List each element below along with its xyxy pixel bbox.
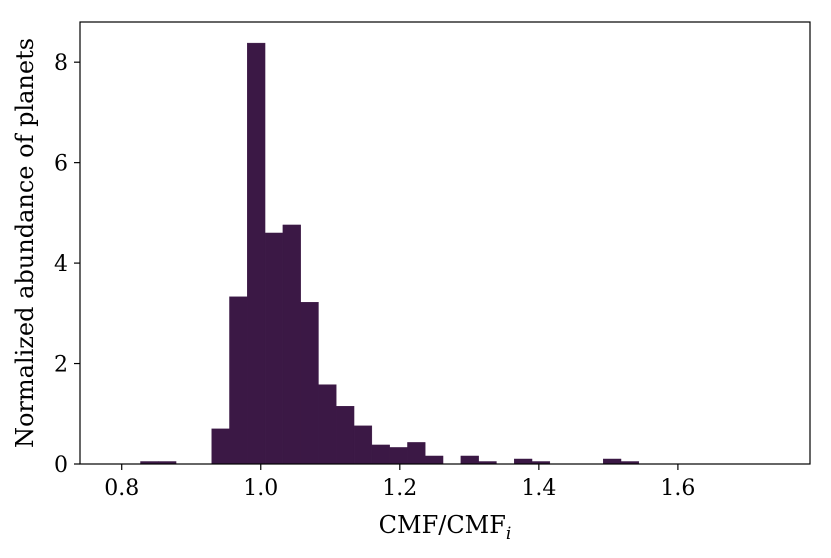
histogram-bar	[407, 442, 426, 465]
histogram-bar	[211, 428, 230, 465]
histogram-bar	[300, 302, 319, 465]
histogram-bar	[460, 455, 479, 465]
x-tick-label: 1.2	[382, 476, 417, 501]
x-tick-label: 0.8	[104, 476, 139, 501]
histogram-bar	[389, 447, 408, 465]
y-tick-label: 2	[54, 353, 68, 378]
histogram-bar	[318, 384, 337, 465]
histogram-bar	[371, 444, 390, 465]
y-tick-label: 0	[54, 453, 68, 478]
y-tick-label: 8	[54, 51, 68, 76]
y-tick-label: 6	[54, 152, 68, 177]
histogram-bar	[425, 455, 444, 465]
histogram-bar	[264, 232, 284, 465]
x-axis-label-subscript: i	[506, 524, 511, 544]
histogram-bar	[282, 224, 301, 465]
x-tick-label: 1.6	[660, 476, 695, 501]
y-axis-label: Normalized abundance of planets	[11, 38, 39, 448]
histogram-bar	[229, 296, 248, 465]
x-axis-ticks: 0.8 1.0 1.2 1.4 1.6	[104, 464, 695, 501]
histogram-bars	[140, 42, 640, 465]
y-tick-label: 4	[54, 252, 68, 277]
x-axis-label: CMF/CMFi	[379, 511, 512, 544]
x-tick-label: 1.0	[243, 476, 278, 501]
histogram-bar	[247, 42, 266, 465]
histogram-bar	[336, 406, 355, 465]
histogram-bar	[514, 458, 533, 465]
histogram-bar	[603, 458, 622, 465]
x-tick-label: 1.4	[521, 476, 556, 501]
plot-frame	[79, 21, 811, 465]
histogram-bar	[353, 425, 373, 465]
y-axis-ticks: 0 2 4 6 8	[54, 51, 80, 478]
